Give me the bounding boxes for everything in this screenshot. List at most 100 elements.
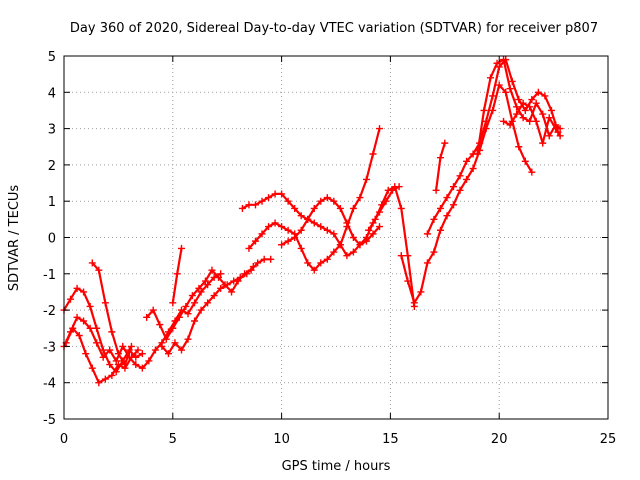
data-point (284, 197, 292, 205)
data-point (151, 346, 159, 354)
series-line-arc-16 (502, 102, 562, 145)
data-point (371, 215, 379, 223)
data-point (121, 361, 129, 369)
data-point (191, 299, 199, 307)
data-point (310, 219, 318, 227)
series-markers-arc-10 (278, 194, 384, 249)
data-point (101, 375, 109, 383)
data-point (500, 117, 508, 125)
chart-title: Day 360 of 2020, Sidereal Day-to-day VTE… (70, 21, 598, 36)
data-point (132, 361, 140, 369)
data-point (376, 125, 384, 133)
data-point (317, 259, 325, 267)
data-point (245, 244, 253, 252)
data-point (258, 230, 266, 238)
data-point (349, 204, 357, 212)
series-markers-arc-16 (500, 99, 564, 147)
data-point (249, 263, 257, 271)
data-point (397, 252, 405, 260)
data-point (539, 139, 547, 147)
data-point (495, 81, 503, 89)
series-line-arc-3 (65, 327, 140, 384)
data-point (378, 201, 386, 209)
data-point (230, 277, 238, 285)
data-point (119, 342, 127, 350)
series-markers-arc-11 (365, 183, 418, 310)
series-line-arc-14 (435, 142, 446, 192)
data-point (188, 292, 196, 300)
data-point (171, 339, 179, 347)
data-point (88, 259, 96, 267)
data-point (208, 266, 216, 274)
x-tick-label: 10 (273, 432, 290, 447)
data-point (80, 288, 88, 296)
data-point (515, 143, 523, 151)
data-point (489, 92, 497, 100)
data-point (178, 346, 186, 354)
data-point (423, 259, 431, 267)
data-point (508, 77, 516, 85)
series-line-arc-15 (476, 58, 562, 156)
y-tick-label: 2 (48, 159, 56, 174)
data-point (210, 292, 218, 300)
data-point (436, 204, 444, 212)
data-point (436, 226, 444, 234)
data-point (162, 335, 170, 343)
data-point (304, 259, 312, 267)
data-point (201, 277, 209, 285)
y-tick-label: -5 (43, 413, 56, 428)
data-point (417, 288, 425, 296)
data-point (297, 212, 305, 220)
data-point (397, 204, 405, 212)
data-point (436, 154, 444, 162)
x-tick-label: 20 (491, 432, 508, 447)
data-point (330, 230, 338, 238)
data-point (430, 215, 438, 223)
x-tick-label: 5 (169, 432, 177, 447)
data-point (101, 299, 109, 307)
x-tick-label: 0 (60, 432, 68, 447)
data-point (532, 99, 540, 107)
data-point (519, 99, 527, 107)
data-point (356, 241, 364, 249)
data-point (545, 132, 553, 140)
plot-series (60, 56, 564, 387)
data-point (336, 241, 344, 249)
data-point (93, 339, 101, 347)
data-point (423, 230, 431, 238)
data-point (432, 186, 440, 194)
data-point (534, 88, 542, 96)
data-point (75, 332, 83, 340)
data-point (143, 313, 151, 321)
data-point (127, 342, 135, 350)
data-point (463, 157, 471, 165)
y-tick-label: -1 (43, 268, 56, 283)
data-point (349, 248, 357, 256)
series-markers-arc-5 (143, 255, 275, 343)
data-point (310, 204, 318, 212)
data-point (362, 175, 370, 183)
y-axis-label: SDTVAR / TECUs (7, 185, 22, 292)
y-tick-label: -3 (43, 340, 56, 355)
data-point (95, 379, 103, 387)
data-point (343, 219, 351, 227)
data-point (86, 324, 94, 332)
data-point (267, 255, 275, 263)
data-point (254, 259, 262, 267)
data-point (86, 302, 94, 310)
y-tick-label: -2 (43, 304, 56, 319)
data-point (73, 284, 81, 292)
y-tick-label: 3 (48, 123, 56, 138)
data-point (73, 313, 81, 321)
data-point (500, 56, 508, 64)
series-line-arc-12 (400, 83, 533, 304)
data-point (204, 299, 212, 307)
data-point (384, 186, 392, 194)
data-point (228, 288, 236, 296)
data-point (330, 197, 338, 205)
data-point (369, 230, 377, 238)
data-point (223, 281, 231, 289)
data-point (291, 204, 299, 212)
data-point (184, 310, 192, 318)
data-point (552, 125, 560, 133)
